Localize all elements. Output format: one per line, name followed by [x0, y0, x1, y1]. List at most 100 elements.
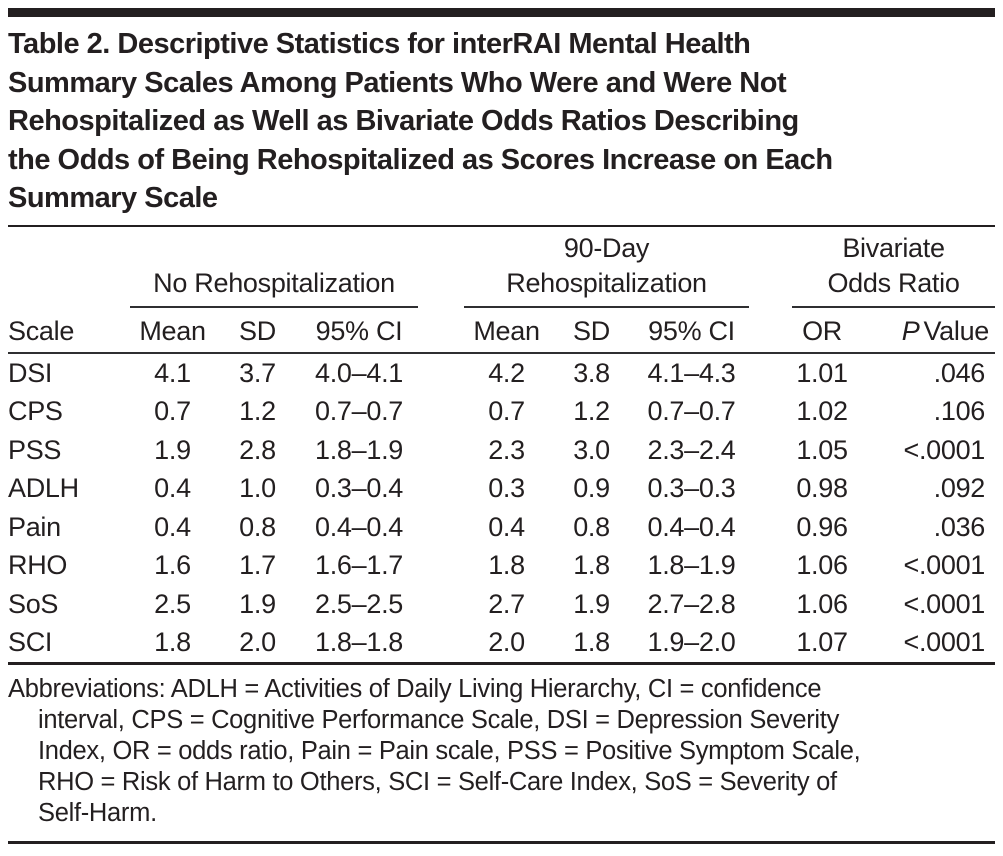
- or-cell: 0.96: [796, 511, 848, 542]
- mean-cell: 1.8: [488, 550, 525, 580]
- mean-cell: 2.3: [488, 434, 525, 465]
- mean-cell: 2.7: [488, 588, 525, 619]
- column-gap: [418, 623, 465, 665]
- table-title: Table 2. Descriptive Statistics for inte…: [8, 17, 995, 227]
- ci-cell: 1.8–1.8: [300, 623, 419, 665]
- table-row-adlh: ADLH 0.4 1.0 0.3–0.4 0.3 0.9 0.3–0.3 0.9…: [8, 469, 995, 508]
- ci-cell: 0.7–0.7: [315, 396, 403, 426]
- sd-cell: 0.8: [239, 511, 276, 542]
- column-gap: [749, 431, 792, 470]
- table-row-dsi: DSI 4.1 3.7 4.0–4.1 4.2 3.8 4.1–4.3 1.01…: [8, 353, 995, 393]
- scale-cell: ADLH: [8, 473, 79, 503]
- or-cell: 0.98: [796, 473, 848, 503]
- mean-cell: 0.4: [154, 473, 191, 503]
- mean-cell: 0.4: [154, 511, 191, 542]
- p-value-cell: .106: [933, 396, 986, 426]
- col-header-ci-no: 95% CI: [300, 306, 419, 354]
- ci-cell: 1.6–1.7: [315, 550, 403, 580]
- column-gap: [418, 227, 464, 307]
- mean-cell: 2.5: [154, 588, 191, 619]
- ci-cell: 1.8–1.9: [647, 550, 736, 580]
- ci-cell: 2.7–2.8: [647, 588, 736, 619]
- value-label: Value: [923, 315, 990, 346]
- ci-cell: 1.8–1.9: [315, 434, 403, 465]
- mean-cell: 1.8: [130, 623, 215, 665]
- mean-cell: 0.3: [488, 473, 525, 503]
- column-gap: [418, 392, 464, 431]
- sd-cell: 1.8: [549, 623, 635, 665]
- footnote-line: Abbreviations: ADLH = Activities of Dail…: [8, 674, 822, 703]
- column-gap: [418, 508, 464, 547]
- p-value-cell: <.0001: [903, 588, 986, 619]
- scale-cell: SCI: [8, 623, 130, 665]
- column-gap: [749, 469, 792, 508]
- col-header-sd-rehosp: SD: [549, 306, 635, 354]
- sd-cell: 1.9: [239, 588, 276, 619]
- title-line: Summary Scales Among Patients Who Were a…: [8, 66, 787, 99]
- column-gap: [749, 306, 793, 354]
- ci-cell: 2.5–2.5: [315, 588, 403, 619]
- p-value-cell: .036: [933, 511, 986, 542]
- group-header-line: 90-Day: [563, 232, 650, 263]
- table-row-sci: SCI 1.8 2.0 1.8–1.8 2.0 1.8 1.9–2.0 1.07…: [8, 623, 996, 665]
- sd-cell: 0.8: [573, 511, 610, 542]
- footnote-line: Index, OR = odds ratio, Pain = Pain scal…: [38, 736, 861, 765]
- sd-cell: 2.8: [239, 434, 276, 465]
- p-value-cell: .092: [933, 473, 986, 503]
- p-value-cell: .046: [933, 357, 986, 388]
- scale-cell: PSS: [8, 434, 62, 465]
- ci-cell: 0.4–0.4: [315, 511, 403, 542]
- ci-cell: 4.0–4.1: [315, 357, 403, 388]
- footnote-line: interval, CPS = Cognitive Performance Sc…: [38, 705, 840, 734]
- ci-cell: 0.3–0.4: [315, 473, 403, 503]
- column-gap: [749, 546, 792, 585]
- column-gap: [418, 546, 464, 585]
- table-row-sos: SoS 2.5 1.9 2.5–2.5 2.7 1.9 2.7–2.8 1.06…: [8, 585, 995, 624]
- or-cell: 1.06: [796, 588, 848, 619]
- p-value-cell: <.0001: [852, 623, 996, 665]
- ci-cell: 0.7–0.7: [647, 396, 736, 426]
- group-header-line: Bivariate: [842, 232, 945, 263]
- sd-cell: 1.2: [239, 396, 276, 426]
- col-header-ci-rehosp: 95% CI: [634, 306, 750, 354]
- col-header-p-value: P Value: [852, 306, 996, 354]
- column-gap: [749, 623, 793, 665]
- group-header-row: No Rehospitalization 90-Day Rehospitaliz…: [8, 226, 996, 308]
- top-rule: [8, 8, 995, 17]
- group-header-line: No Rehospitalization: [153, 267, 395, 298]
- column-gap: [749, 585, 792, 624]
- col-header-scale: Scale: [8, 306, 130, 354]
- ci-cell: 4.1–4.3: [647, 357, 736, 388]
- group-header-no-rehospitalization: No Rehospitalization: [130, 226, 419, 308]
- ci-cell: 0.4–0.4: [647, 511, 736, 542]
- scale-cell: SoS: [8, 588, 59, 619]
- sd-cell: 1.9: [573, 588, 610, 619]
- p-italic: P: [901, 315, 920, 346]
- mean-cell: 0.7: [488, 396, 525, 426]
- sd-cell: 3.0: [573, 434, 610, 465]
- sd-cell: 2.0: [215, 623, 300, 665]
- mean-cell: 4.1: [154, 357, 191, 388]
- col-header-sd-no: SD: [215, 306, 300, 354]
- ci-cell: 0.3–0.3: [647, 473, 736, 503]
- p-value-cell: <.0001: [903, 434, 986, 465]
- table-row-pss: PSS 1.9 2.8 1.8–1.9 2.3 3.0 2.3–2.4 1.05…: [8, 431, 995, 470]
- col-header-or: OR: [792, 306, 853, 354]
- ci-cell: 2.3–2.4: [647, 434, 736, 465]
- scale-column-spacer: [8, 227, 130, 307]
- sd-cell: 1.0: [239, 473, 276, 503]
- col-header-mean-no: Mean: [130, 306, 215, 354]
- column-gap: [749, 353, 792, 393]
- column-gap: [749, 392, 792, 431]
- scale-cell: Pain: [8, 511, 61, 542]
- mean-cell: 4.2: [488, 357, 525, 388]
- title-line: the Odds of Being Rehospitalized as Scor…: [8, 143, 833, 176]
- mean-cell: 1.6: [154, 550, 191, 580]
- table-row-pain: Pain 0.4 0.8 0.4–0.4 0.4 0.8 0.4–0.4 0.9…: [8, 508, 995, 547]
- column-gap: [418, 585, 464, 624]
- title-line: Summary Scale: [8, 182, 218, 214]
- group-header-90-day-rehospitalization: 90-Day Rehospitalization: [464, 226, 750, 308]
- or-cell: 1.07: [792, 623, 853, 665]
- column-gap: [749, 508, 792, 547]
